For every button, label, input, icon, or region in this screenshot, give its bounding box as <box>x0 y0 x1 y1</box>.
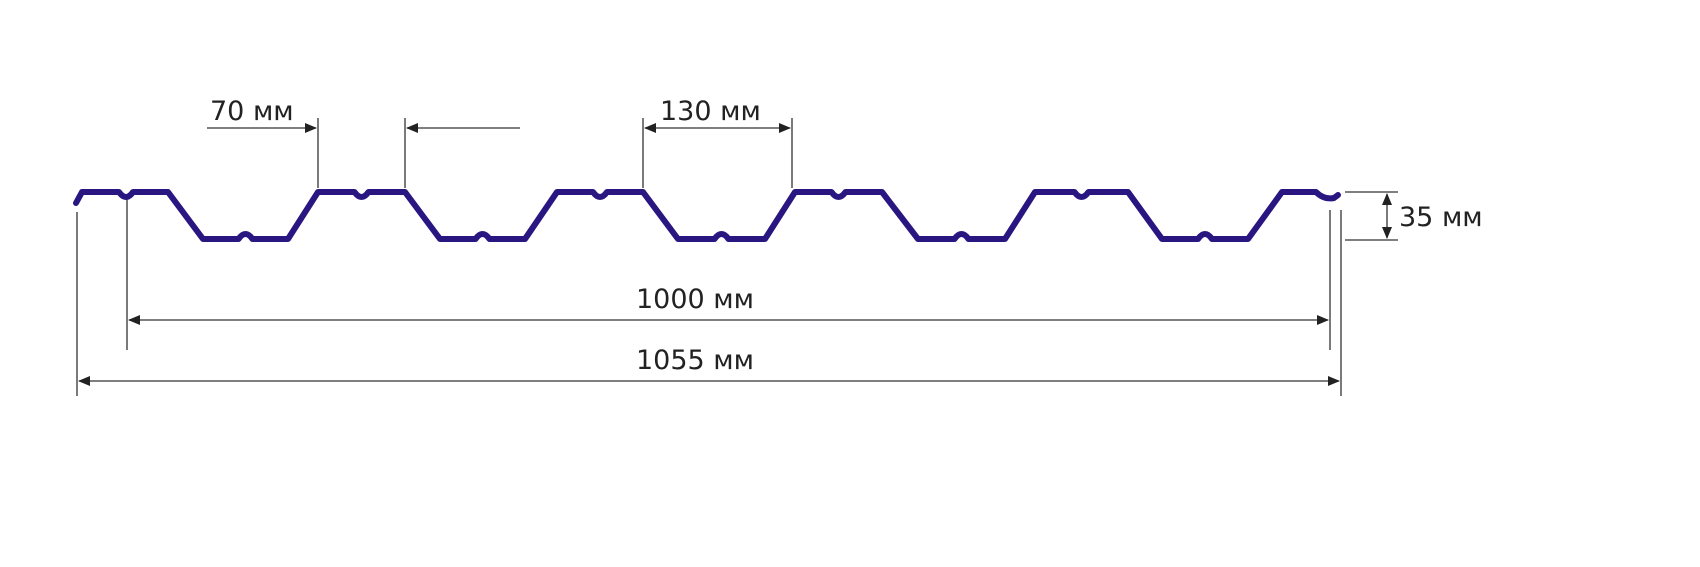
dimension-label-130: 130 мм <box>660 96 761 127</box>
dimension-label-70: 70 мм <box>210 96 294 127</box>
dimension-label-1055: 1055 мм <box>636 345 754 376</box>
trapezoid-profile <box>73 189 1341 242</box>
dimension-label-1000: 1000 мм <box>636 284 754 315</box>
dimension-label-35: 35 мм <box>1399 202 1483 233</box>
